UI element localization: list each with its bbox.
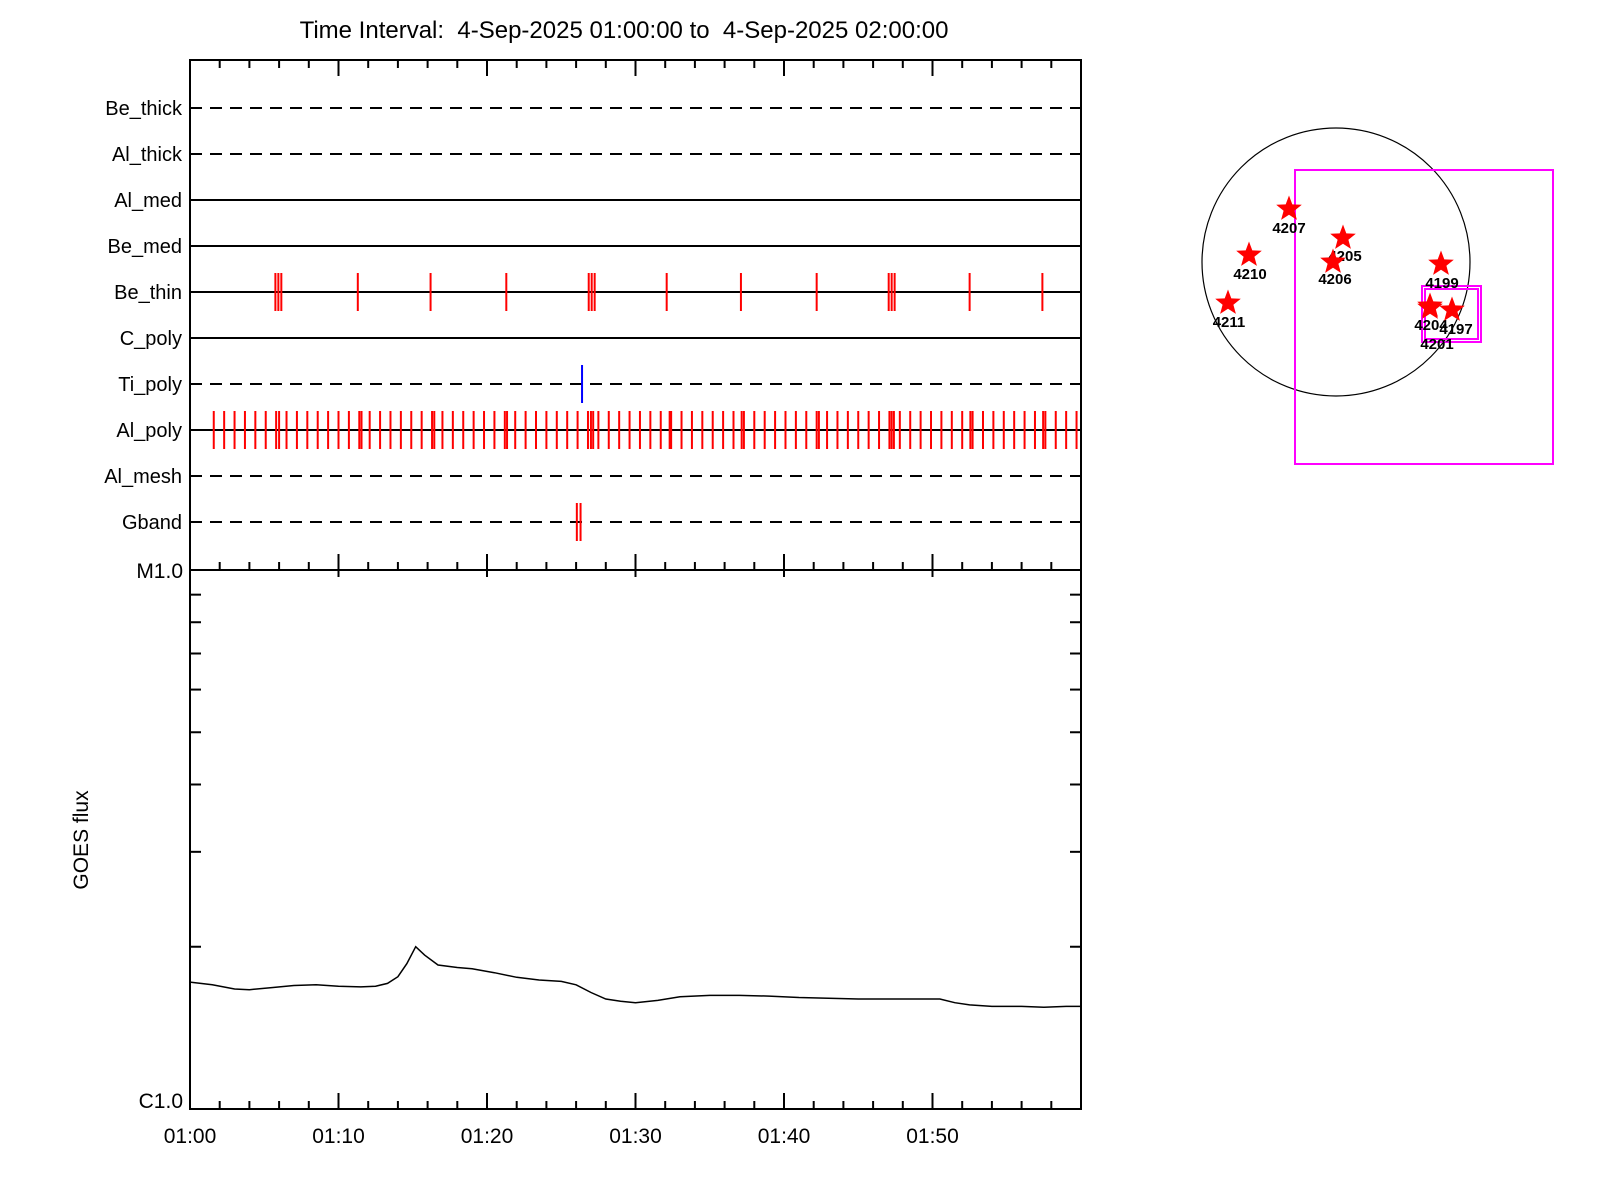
filter-row-Al_poly: Al_poly [116, 411, 1081, 449]
filter-panel-frame [189, 59, 1082, 571]
filter-row-Al_mesh: Al_mesh [104, 466, 1081, 488]
active-region-4197: 4197 [1439, 296, 1473, 338]
filter-label: Al_poly [116, 420, 182, 442]
x-axis-tick-label: 01:50 [906, 1125, 959, 1148]
filter-label: C_poly [120, 328, 182, 350]
active-region-label-4201: 4201 [1420, 336, 1453, 353]
fov-box-small-outer [1421, 285, 1482, 343]
active-region-label-4211: 4211 [1213, 314, 1246, 331]
active-region-star-4206 [1320, 248, 1346, 273]
filter-row-Gband: Gband [122, 503, 1081, 541]
active-region-label-4197: 4197 [1439, 321, 1472, 338]
active-region-4207: 4207 [1272, 195, 1306, 237]
x-axis-tick-label: 01:10 [312, 1125, 365, 1148]
filter-row-Al_med: Al_med [114, 190, 1081, 212]
filter-exposure-panel: Be_thick Al_thick Al_med Be_med Be_thin C_pol… [104, 59, 1082, 577]
x-axis-tick-label: 01:30 [609, 1125, 662, 1148]
active-region-4211: 4211 [1213, 289, 1246, 331]
active-region-star-4199 [1428, 250, 1454, 275]
filter-row-Be_med: Be_med [108, 236, 1081, 258]
filter-label: Be_thin [114, 282, 182, 304]
filter-label: Ti_poly [118, 374, 182, 396]
goes-panel-frame [189, 569, 1082, 1110]
active-region-4206: 4206 [1318, 248, 1352, 288]
filter-label: Al_med [114, 190, 182, 212]
x-axis-tick-label: 01:00 [164, 1125, 217, 1148]
active-region-label-4199: 4199 [1425, 275, 1458, 292]
active-region-label-4207: 4207 [1272, 220, 1305, 237]
filter-label: Be_thick [105, 98, 183, 120]
active-region-4210: 4210 [1233, 241, 1267, 283]
filter-row-Be_thick: Be_thick [105, 98, 1081, 120]
filter-row-Al_thick: Al_thick [112, 144, 1081, 166]
active-region-star-4207 [1276, 195, 1302, 220]
active-region-label-4204: 4204 [1414, 317, 1448, 334]
x-axis-tick-label: 01:20 [461, 1125, 514, 1148]
active-region-4201: 4201 [1417, 294, 1454, 353]
y-axis-label-m1: M1.0 [136, 560, 183, 583]
x-axis-tick-label: 01:40 [758, 1125, 811, 1148]
filter-row-Be_thin: Be_thin [114, 273, 1081, 311]
active-region-label-4210: 4210 [1233, 266, 1266, 283]
active-region-4199: 4199 [1425, 250, 1459, 292]
solar-limb-circle [1201, 127, 1471, 397]
filter-label: Al_mesh [104, 466, 182, 488]
goes-flux-curve [189, 945, 1081, 1008]
active-region-label-4206: 4206 [1318, 271, 1351, 288]
active-region-star-4197 [1439, 296, 1465, 321]
filter-label: Al_thick [112, 144, 183, 166]
active-region-star-4210 [1236, 241, 1262, 266]
y-axis-label-c1: C1.0 [139, 1090, 183, 1113]
filter-label: Be_med [108, 236, 183, 258]
filter-label: Gband [122, 512, 182, 534]
goes-flux-axis-title: GOES flux [70, 790, 93, 890]
active-region-star-4201 [1417, 294, 1443, 319]
filter-row-C_poly: C_poly [120, 328, 1081, 350]
fov-box-large [1294, 169, 1554, 465]
filter-row-Ti_poly: Ti_poly [118, 365, 1081, 403]
active-region-star-4205 [1330, 224, 1356, 249]
goes-flux-panel: 01:00 01:10 01:20 01:30 01:40 01:50 M1.0 C1.0 GO… [70, 560, 1082, 1148]
active-region-star-4211 [1215, 289, 1241, 314]
page-title: Time Interval: 4-Sep-2025 01:00:00 to 4-… [300, 17, 949, 44]
